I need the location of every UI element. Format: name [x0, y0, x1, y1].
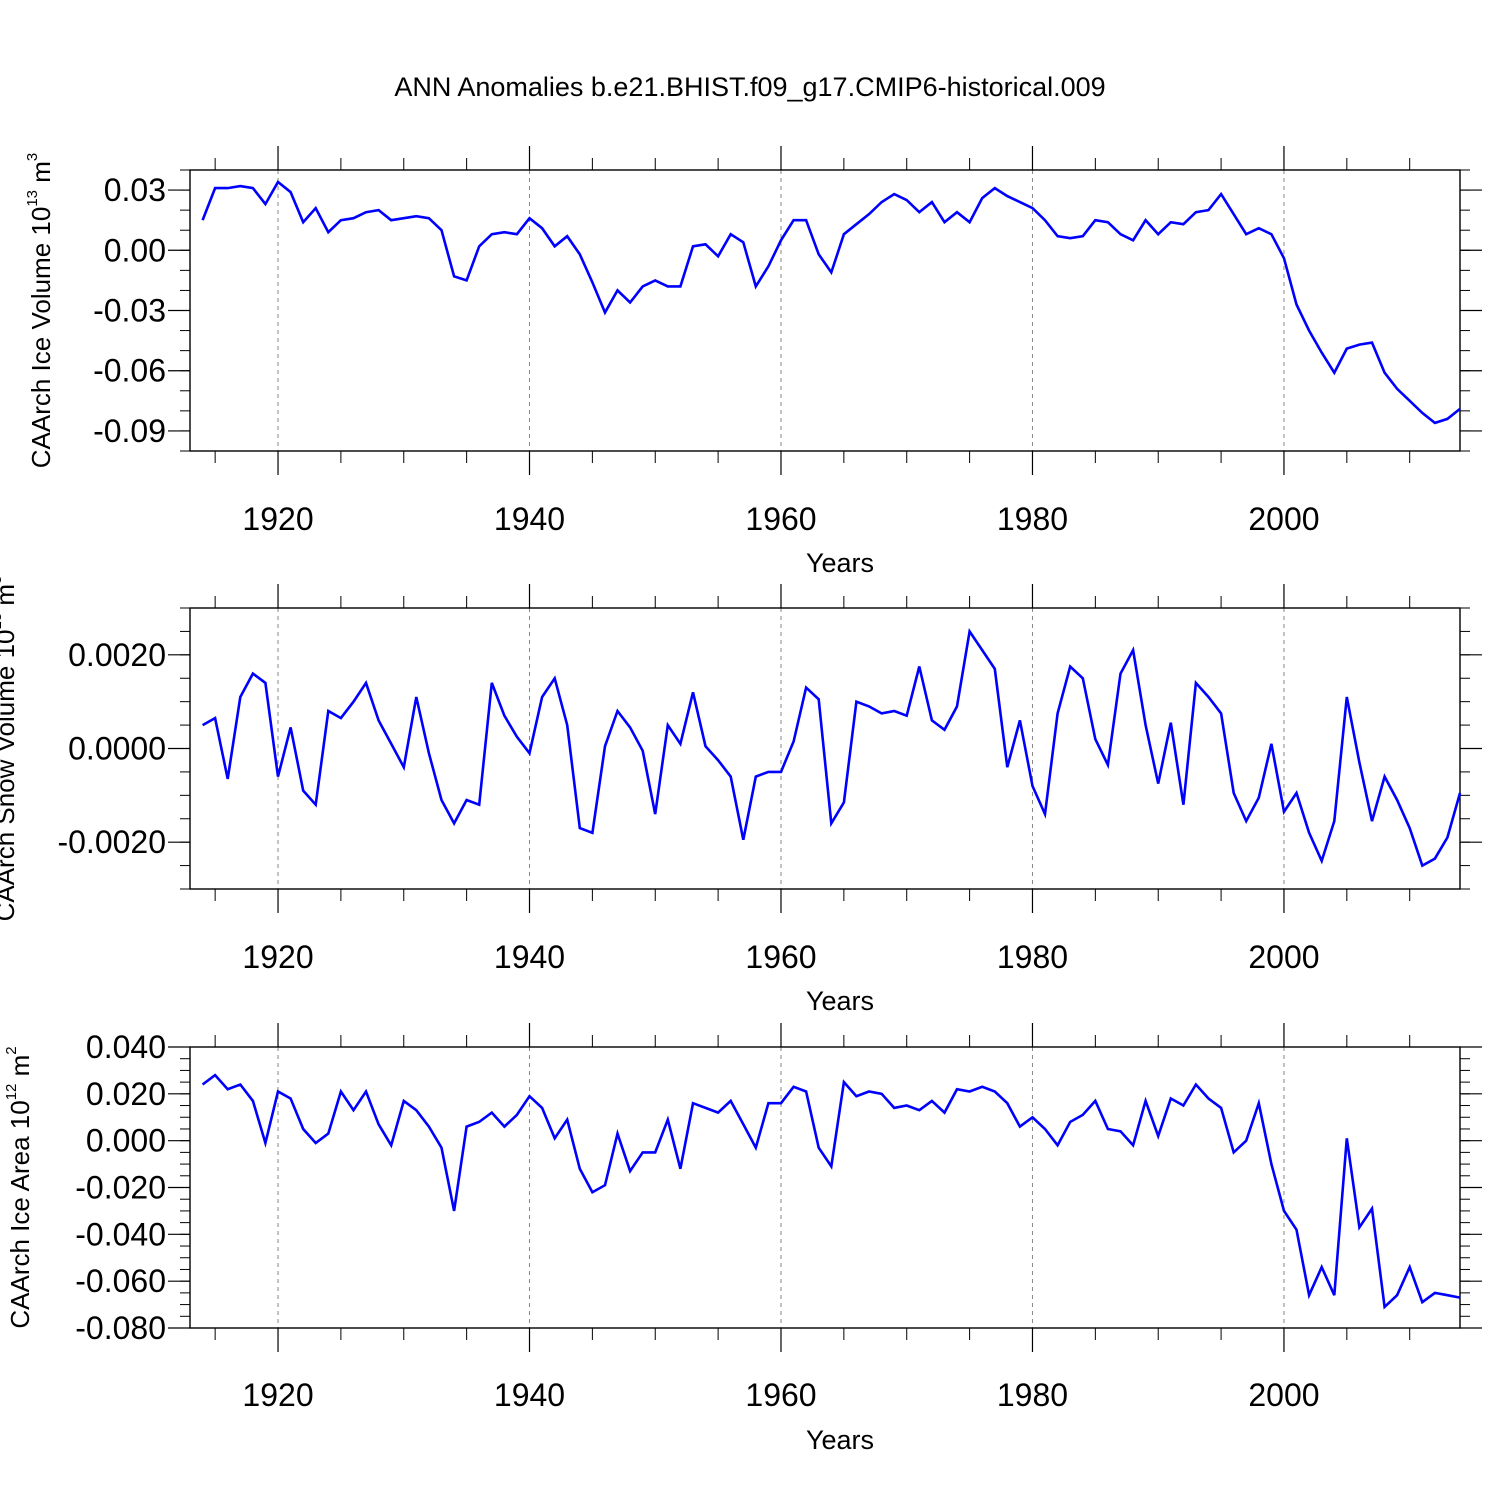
y-axis-label-unit-power: 3 [24, 153, 41, 161]
y-tick-label: -0.03 [93, 293, 166, 329]
panel-ice-volume: 1920 1940 1960 1980 2000 0.03 0.00 -0.03 -0.06 -0… [24, 146, 1482, 578]
y-tick-label: 0.0020 [68, 637, 166, 673]
series-line [201, 627, 1462, 868]
x-axis-label: Years [806, 1425, 874, 1455]
y-axis-label-text: CAArch Snow Volume 10 [0, 629, 20, 921]
x-tick-label: 1920 [242, 939, 313, 975]
series-line [201, 1073, 1461, 1310]
y-axis-label-exponent: 12 [3, 1084, 20, 1101]
panel-ice-area: 1920 1940 1960 1980 2000 0.040 0.020 0.000 -0.02… [3, 1023, 1482, 1455]
x-axis-label: Years [806, 548, 874, 578]
x-tick-label: 2000 [1248, 939, 1319, 975]
x-tick-label: 1960 [745, 939, 816, 975]
x-tick-label: 1980 [997, 501, 1068, 537]
x-axis-label: Years [806, 986, 874, 1016]
x-tick-label: 1920 [242, 1377, 313, 1413]
y-axis-label-unit-power: 3 [0, 576, 5, 584]
y-axis-label-unit-power: 2 [3, 1046, 20, 1054]
x-tick-label: 2000 [1248, 1377, 1319, 1413]
y-axis-label-unit: m [5, 1055, 35, 1084]
y-axis-label-exponent: 13 [24, 190, 41, 207]
y-tick-label: -0.09 [93, 413, 166, 449]
y-tick-label: 0.0000 [68, 731, 166, 767]
y-tick-label: 0.03 [104, 172, 166, 208]
x-tick-label: 1920 [242, 501, 313, 537]
y-axis-label-text: CAArch Ice Area 10 [5, 1100, 35, 1328]
x-tick-label: 1980 [997, 1377, 1068, 1413]
plot-frame [189, 1046, 1461, 1329]
y-tick-label: -0.080 [75, 1310, 166, 1346]
y-tick-label: 0.040 [86, 1029, 166, 1065]
y-tick-label: -0.060 [75, 1263, 166, 1299]
series-line [201, 180, 1461, 425]
y-tick-label: 0.00 [104, 232, 166, 268]
y-tick-label: 0.020 [86, 1076, 166, 1112]
y-axis-label: CAArch Snow Volume 1013 m3 [0, 576, 20, 922]
y-tick-label: -0.040 [75, 1216, 166, 1252]
x-tick-label: 1940 [494, 939, 565, 975]
y-axis-label-exponent: 13 [0, 613, 5, 630]
panel-snow-volume: 1920 1940 1960 1980 2000 0.0020 0.0000 -0.0020 Y… [0, 576, 1482, 1016]
x-tick-label: 1940 [494, 501, 565, 537]
x-tick-label: 1960 [745, 501, 816, 537]
x-tick-label: 2000 [1248, 501, 1319, 537]
plot-frame [189, 169, 1461, 452]
y-tick-label: -0.06 [93, 353, 166, 389]
y-axis-label-unit: m [26, 161, 56, 190]
x-tick-label: 1960 [745, 1377, 816, 1413]
plot-frame [189, 607, 1461, 890]
y-axis-label-unit: m [0, 584, 20, 613]
x-tick-label: 1980 [997, 939, 1068, 975]
y-tick-label: -0.0020 [57, 824, 166, 860]
y-axis-label: CAArch Ice Volume 1013 m3 [24, 153, 56, 469]
y-tick-label: -0.020 [75, 1170, 166, 1206]
y-tick-label: 0.000 [86, 1123, 166, 1159]
x-tick-label: 1940 [494, 1377, 565, 1413]
figure-title: ANN Anomalies b.e21.BHIST.f09_g17.CMIP6-… [394, 72, 1105, 102]
y-axis-label-text: CAArch Ice Volume 10 [26, 207, 56, 469]
y-axis-label: CAArch Ice Area 1012 m2 [3, 1046, 35, 1328]
